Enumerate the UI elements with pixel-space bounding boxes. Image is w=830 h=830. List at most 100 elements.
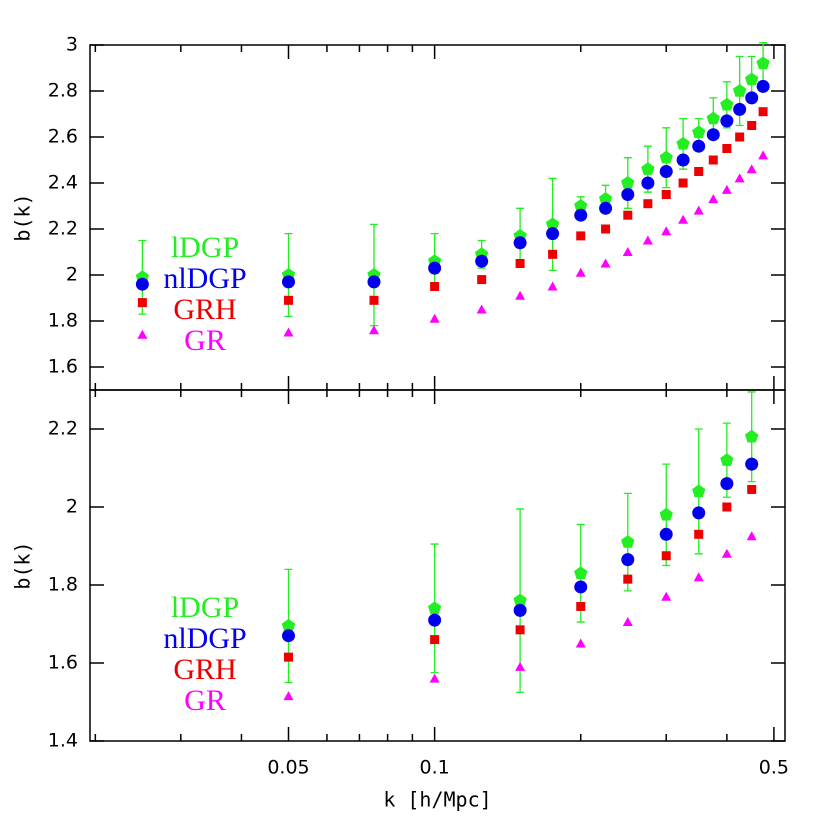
point [367,275,381,289]
legend-label: nlDGP [163,262,246,295]
y-tick-label: 2.2 [48,418,78,440]
point [576,601,586,611]
point [694,167,704,176]
point [429,313,440,323]
point [745,72,759,86]
legend-label: GR [184,324,226,357]
point [721,184,732,194]
point [623,210,633,220]
y-tick-label: 2.6 [48,126,78,148]
point [676,153,690,167]
y-tick-label: 1.6 [48,356,78,378]
point [137,329,148,339]
point [546,227,560,241]
point [428,613,442,627]
point [369,295,379,305]
point [574,208,588,222]
point [284,652,294,662]
point [622,617,633,627]
point [694,529,704,539]
point [720,453,734,466]
point [693,572,704,582]
y-axis-title: b(k) [11,541,35,589]
point [513,603,527,617]
point [692,506,706,520]
point [756,56,770,70]
point [659,527,673,541]
legend-label: lDGP [171,231,239,264]
point [746,531,757,541]
point [599,201,613,215]
point [678,214,689,224]
point [745,91,759,105]
point [429,673,440,683]
point [621,553,635,567]
point [621,176,635,189]
point [283,327,294,337]
point [622,247,633,256]
point [693,205,704,215]
point [722,144,732,153]
legend-label: GRH [173,293,236,326]
point [745,457,759,471]
point [281,618,296,632]
point [621,188,635,201]
point [515,290,526,300]
point [476,304,487,314]
point [623,574,633,584]
point [601,224,611,234]
point [659,507,673,521]
point [678,178,688,188]
point [641,176,655,190]
point [641,162,655,175]
point [661,190,671,199]
x-axis-title: k [h/Mpc] [383,788,491,812]
y-tick-label: 1.6 [48,652,78,674]
point [515,259,525,268]
y-tick-label: 1.4 [48,730,78,752]
point [575,267,586,277]
point [600,258,611,268]
point [574,199,588,212]
y-tick-label: 2 [66,496,78,518]
y-tick-label: 2.2 [48,218,78,240]
point [721,548,732,558]
point [515,661,526,671]
y-tick-label: 3 [66,34,78,56]
point [430,282,440,291]
legend-label: GRH [173,653,236,686]
point [574,566,588,579]
point [758,150,769,160]
y-tick-label: 1.8 [48,574,78,596]
point [575,638,586,648]
point [706,128,720,142]
point [621,535,635,548]
y-tick-label: 2.4 [48,172,78,194]
point [659,150,673,164]
point [747,121,757,130]
point [720,97,734,111]
legend-label: GR [184,684,226,717]
point [692,484,706,498]
point [720,477,734,491]
point [708,155,718,165]
point [676,136,690,150]
point [430,635,440,645]
point [282,629,296,643]
point [137,298,147,308]
point [368,325,379,335]
point [643,199,653,209]
point [477,275,487,285]
x-tick-label: 0.5 [759,757,789,779]
point [574,580,588,594]
point [576,231,586,241]
y-tick-label: 1.8 [48,310,78,332]
point [692,139,706,153]
point [284,295,294,305]
point [428,261,442,275]
point [722,502,732,512]
y-tick-label: 2 [66,264,78,286]
point [720,114,734,128]
point [548,249,558,259]
